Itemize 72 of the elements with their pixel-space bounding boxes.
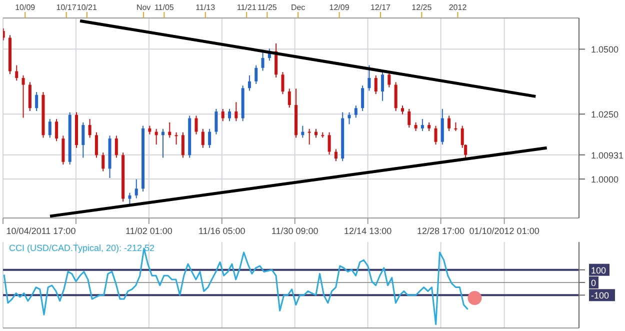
candlestick <box>420 118 424 132</box>
candlestick <box>354 105 358 118</box>
candlestick <box>194 115 198 135</box>
candlestick <box>15 64 18 82</box>
candlestick <box>368 64 371 92</box>
candlestick <box>82 122 85 158</box>
candlestick <box>234 102 238 122</box>
candlestick <box>201 128 204 148</box>
candlestick <box>434 125 438 145</box>
candlestick <box>28 82 32 112</box>
candlestick <box>214 108 218 135</box>
candlestick <box>374 74 378 95</box>
candlestick <box>281 72 284 95</box>
x2-tick-label: Dec <box>290 3 306 12</box>
x2-tick-label: 12/25 <box>412 3 432 12</box>
x2-tick-label: 10/21 <box>76 3 98 12</box>
candlestick <box>228 108 232 122</box>
candlestick <box>440 108 444 145</box>
x2-tick-label: 12/09 <box>329 3 350 12</box>
y-tick-label: 1.0000 <box>591 174 619 185</box>
x-tick-label: 10/04/2011 17:00 <box>6 226 76 236</box>
candlestick <box>94 132 98 158</box>
candlestick <box>248 74 251 92</box>
x-tick-label: 12/28 17:00 <box>417 226 465 236</box>
y-tick-label: -100 <box>591 290 610 301</box>
candlestick <box>22 74 25 118</box>
candlestick <box>348 112 351 125</box>
candlestick <box>254 64 258 84</box>
y-tick-label: 100 <box>591 265 606 276</box>
candlestick <box>334 148 338 162</box>
candlestick <box>361 85 364 112</box>
candlestick <box>134 178 138 199</box>
candlestick <box>328 132 331 156</box>
candlestick <box>288 88 291 108</box>
x2-tick-label: Nov <box>136 3 151 12</box>
y-tick-label: 1.0250 <box>591 110 619 120</box>
candlestick <box>102 152 105 172</box>
y-tick-label: 1.0500 <box>591 44 619 55</box>
candlestick <box>381 72 384 102</box>
x2-tick-label: 11/25 <box>257 3 278 12</box>
candlestick <box>261 50 264 72</box>
candlestick <box>408 108 411 128</box>
candlestick <box>181 132 184 158</box>
x-tick-label: 12/14 13:00 <box>344 226 392 236</box>
candlestick <box>208 128 212 148</box>
x2-tick-label: 11/05 <box>154 3 174 12</box>
candlestick <box>88 118 92 138</box>
candlestick <box>55 118 58 142</box>
x2-tick-label: 10/09 <box>15 3 36 12</box>
candlestick <box>388 72 391 88</box>
candlestick <box>128 192 132 206</box>
candlestick <box>394 82 398 112</box>
candlestick <box>448 115 451 132</box>
candlestick <box>35 92 38 112</box>
chart-title: CCI (USD/CAD.Typical, 20): -212.52 <box>9 243 155 253</box>
x2-tick-label: 11/21 <box>236 3 257 12</box>
candlestick <box>62 135 65 165</box>
candlestick <box>174 132 178 145</box>
x2-tick-label: 12/17 <box>370 3 392 12</box>
y-tick-label: 0 <box>591 278 596 288</box>
candlestick <box>114 135 118 158</box>
x2-tick-label: 2012 <box>448 3 468 12</box>
x2-tick-label: 11/13 <box>196 3 216 12</box>
candlestick <box>48 118 52 138</box>
candlestick <box>308 128 311 145</box>
x-tick-label: 11/30 09:00 <box>271 226 318 236</box>
x2-tick-label: 10/17 <box>56 3 77 12</box>
x-tick-label: 01/10/2012 01:00 <box>469 226 540 236</box>
candlestick <box>221 108 224 122</box>
x-tick-label: 11/16 05:00 <box>198 226 246 236</box>
y-tick-label: 1.00931 <box>591 150 624 160</box>
x-tick-label: 11/02 01:00 <box>125 226 172 236</box>
